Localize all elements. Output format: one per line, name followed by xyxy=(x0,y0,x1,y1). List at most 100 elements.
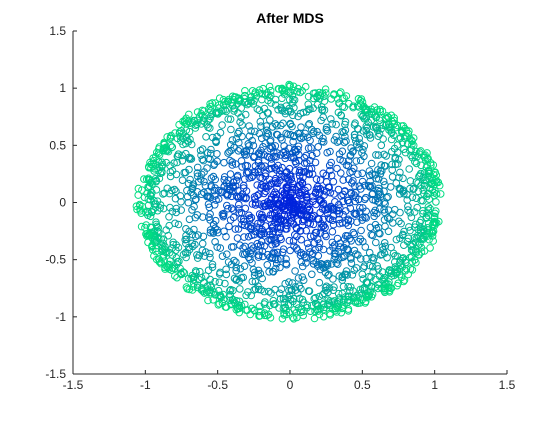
data-point xyxy=(355,134,364,143)
data-point xyxy=(334,206,343,215)
data-point xyxy=(412,258,420,267)
data-point xyxy=(412,194,421,202)
data-point xyxy=(337,308,346,317)
data-point xyxy=(271,101,280,109)
data-point xyxy=(232,134,241,143)
data-point xyxy=(253,105,262,113)
data-point xyxy=(320,97,329,105)
data-point xyxy=(382,152,391,160)
data-point xyxy=(338,128,347,136)
data-point xyxy=(332,120,340,129)
data-point xyxy=(322,232,330,241)
data-point xyxy=(232,305,241,314)
data-point xyxy=(241,87,249,95)
data-point xyxy=(388,173,397,181)
data-point xyxy=(140,175,148,183)
data-point xyxy=(288,205,296,214)
data-point xyxy=(266,235,274,244)
data-point xyxy=(267,254,276,263)
data-point xyxy=(273,184,281,192)
data-point xyxy=(251,285,260,293)
data-point xyxy=(183,186,191,195)
data-point xyxy=(408,193,417,201)
data-point xyxy=(222,270,231,279)
data-point xyxy=(233,171,242,180)
data-point xyxy=(311,294,320,302)
data-point xyxy=(215,270,224,278)
data-point xyxy=(182,231,190,240)
data-point xyxy=(267,179,276,187)
data-point xyxy=(340,138,349,147)
data-point xyxy=(228,136,237,144)
data-point xyxy=(172,187,180,196)
data-point xyxy=(409,141,418,150)
data-point xyxy=(138,186,146,194)
data-point xyxy=(199,232,208,241)
data-point xyxy=(353,218,361,226)
data-point xyxy=(224,115,232,123)
data-point xyxy=(366,131,374,139)
data-point xyxy=(304,100,313,109)
data-point xyxy=(310,239,319,247)
data-point xyxy=(226,141,235,149)
data-point xyxy=(424,154,432,163)
data-point xyxy=(212,108,220,116)
data-point xyxy=(242,169,251,177)
data-point xyxy=(274,85,283,93)
data-point xyxy=(386,183,395,191)
data-point xyxy=(289,82,298,91)
data-point xyxy=(361,104,370,113)
data-point xyxy=(271,188,279,196)
data-point xyxy=(435,217,443,226)
data-point xyxy=(206,102,215,111)
data-point xyxy=(236,285,244,293)
data-point xyxy=(303,133,312,142)
data-point xyxy=(380,150,388,159)
data-point xyxy=(144,238,152,247)
data-point xyxy=(345,198,354,207)
data-point xyxy=(315,292,324,301)
data-point xyxy=(267,289,275,297)
data-point xyxy=(184,198,193,207)
data-point xyxy=(380,249,389,257)
data-point xyxy=(255,230,264,238)
data-point xyxy=(302,226,311,235)
data-point xyxy=(266,211,275,219)
data-point xyxy=(340,94,349,102)
data-point xyxy=(293,232,301,241)
data-point xyxy=(307,144,315,152)
data-point xyxy=(193,172,202,181)
data-point xyxy=(222,232,230,241)
data-point xyxy=(296,181,304,189)
data-point xyxy=(216,128,225,137)
data-point xyxy=(417,161,425,170)
data-point xyxy=(230,256,238,265)
data-point xyxy=(323,127,332,135)
data-point xyxy=(218,252,227,261)
data-point xyxy=(384,206,393,214)
data-point xyxy=(383,253,391,262)
data-point xyxy=(297,235,306,244)
data-point xyxy=(404,129,413,138)
data-point xyxy=(325,214,333,222)
data-point xyxy=(211,99,220,107)
data-point xyxy=(211,216,220,225)
data-point xyxy=(269,267,277,276)
data-point xyxy=(336,243,344,251)
data-point xyxy=(210,161,218,169)
data-point xyxy=(234,194,243,202)
data-point xyxy=(254,270,263,279)
data-point xyxy=(354,95,363,103)
data-point xyxy=(299,276,308,285)
data-point xyxy=(329,286,338,295)
data-point xyxy=(220,173,229,181)
data-point xyxy=(278,314,287,323)
data-point xyxy=(416,169,425,178)
data-point xyxy=(240,262,249,271)
data-point xyxy=(368,170,376,178)
data-point xyxy=(269,300,278,308)
data-point xyxy=(348,271,357,279)
data-point xyxy=(144,231,152,240)
data-point xyxy=(281,294,290,303)
data-point xyxy=(304,144,313,152)
